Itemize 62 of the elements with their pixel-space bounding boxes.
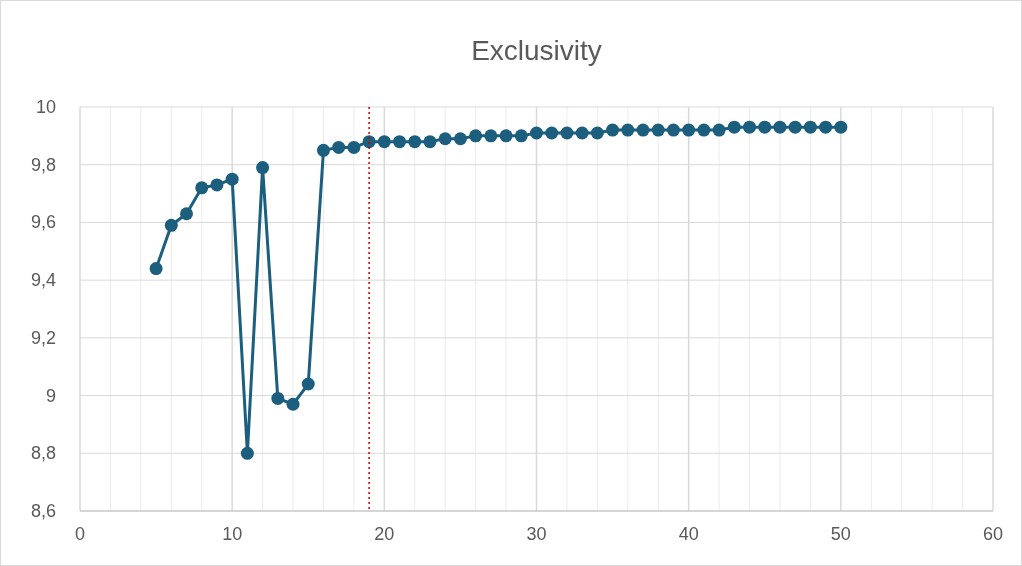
point: [469, 129, 483, 143]
point: [332, 140, 346, 154]
point: [484, 129, 498, 143]
point: [195, 181, 209, 195]
point: [316, 143, 330, 157]
point: [636, 123, 650, 137]
point: [301, 377, 315, 391]
point: [393, 135, 407, 149]
point: [149, 262, 163, 276]
point: [286, 397, 300, 411]
y-tick-label: 9,4: [30, 270, 56, 291]
point: [530, 126, 543, 140]
x-tick-label: 10: [222, 524, 243, 544]
point: [499, 129, 513, 143]
x-tick-label: 20: [374, 524, 395, 544]
y-tick-label: 10: [35, 97, 56, 117]
point: [377, 135, 391, 149]
y-tick-label: 9,8: [30, 154, 56, 175]
point: [560, 126, 574, 140]
point: [788, 120, 802, 134]
point: [621, 123, 635, 137]
point: [834, 120, 848, 134]
point: [773, 120, 787, 134]
y-tick-label: 8,6: [30, 501, 56, 521]
point: [256, 161, 270, 175]
point: [575, 126, 589, 140]
y-tick-label: 9: [45, 385, 56, 406]
point: [362, 135, 376, 149]
point: [210, 178, 224, 192]
y-tick-label: 8,8: [30, 443, 56, 464]
y-tick-label: 9,2: [30, 327, 56, 348]
point: [438, 132, 452, 146]
point: [758, 120, 772, 134]
point: [423, 135, 437, 149]
point: [453, 132, 467, 146]
point: [651, 123, 665, 137]
point: [347, 140, 361, 154]
point: [727, 120, 741, 134]
point: [514, 129, 528, 143]
point: [743, 120, 757, 134]
point: [819, 120, 833, 134]
point: [408, 135, 422, 149]
x-tick-label: 30: [526, 524, 547, 544]
y-tick-label: 9,6: [30, 212, 56, 233]
x-tick-label: 40: [678, 524, 699, 544]
point: [606, 123, 620, 137]
x-tick-label: 0: [74, 524, 86, 544]
x-tick-label: 50: [830, 524, 851, 544]
x-tick-label: 60: [982, 524, 1004, 544]
point: [697, 123, 711, 137]
chart-title: Exclusivity: [471, 35, 602, 66]
point: [225, 172, 239, 186]
point: [590, 126, 604, 140]
point: [682, 123, 696, 137]
point: [712, 123, 726, 137]
point: [666, 123, 680, 137]
point: [271, 391, 285, 405]
point: [545, 126, 559, 140]
point: [240, 446, 254, 460]
point: [180, 207, 194, 221]
point: [803, 120, 817, 134]
point: [164, 218, 178, 232]
